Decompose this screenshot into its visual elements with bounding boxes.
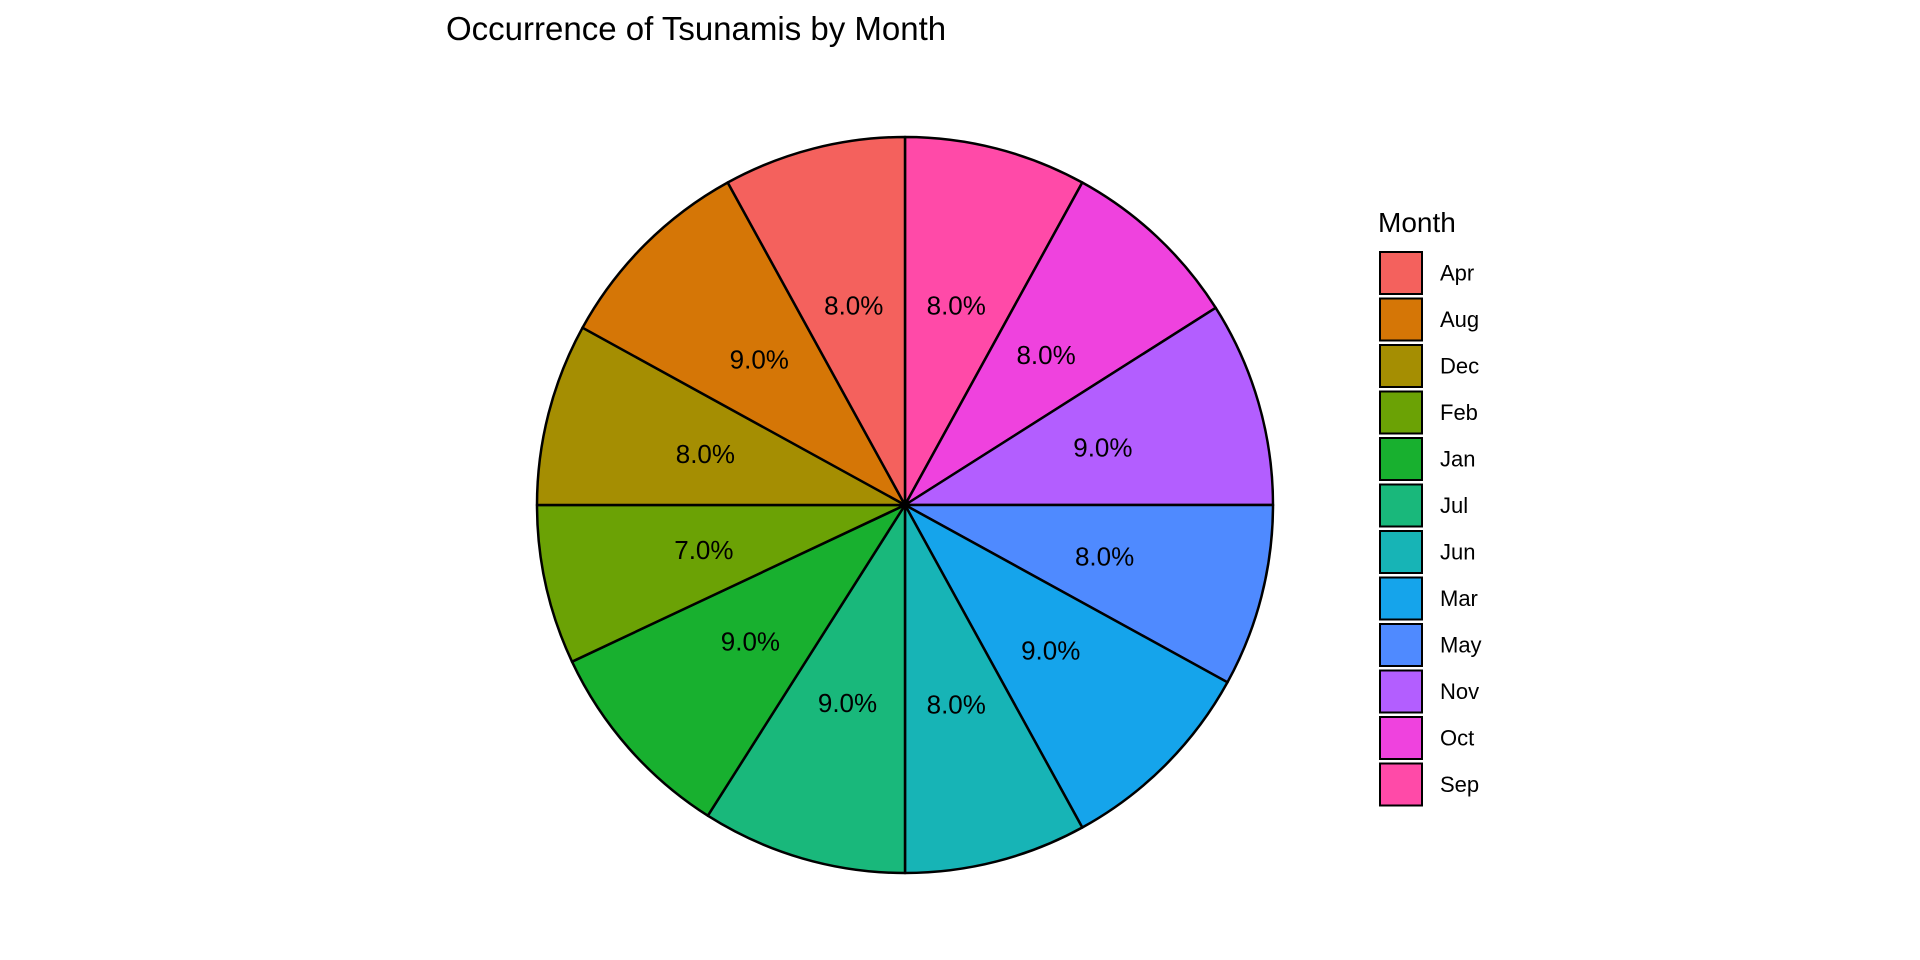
pie-slice-apr	[726, 135, 907, 507]
slice-label-jan: 9.0%	[721, 626, 780, 656]
legend-swatch-may	[1379, 623, 1423, 667]
legend-label-jun: Jun	[1440, 540, 1475, 565]
legend-swatch-feb	[1379, 390, 1423, 435]
legend-label-dec: Dec	[1440, 354, 1479, 379]
legend: Month Apr Aug Dec Feb Jan Jul Jun Mar May Nov Oct S…	[1378, 207, 1482, 807]
legend-swatch-jul	[1379, 483, 1423, 528]
legend-label-apr: Apr	[1440, 261, 1474, 286]
legend-label-may: May	[1440, 633, 1482, 658]
pie-slice-nov	[903, 306, 1275, 507]
pie-slice-aug	[581, 181, 907, 507]
pie-slices	[535, 135, 1275, 875]
legend-label-aug: Aug	[1440, 307, 1479, 332]
legend-label-jan: Jan	[1440, 447, 1475, 472]
pie-slice-feb	[535, 503, 907, 663]
slice-label-oct: 8.0%	[1016, 340, 1075, 370]
slice-label-nov: 9.0%	[1073, 433, 1132, 463]
pie-slice-jan	[570, 503, 907, 817]
slice-label-sep: 8.0%	[927, 290, 986, 320]
legend-label-jul: Jul	[1440, 493, 1468, 518]
slice-label-may: 8.0%	[1075, 541, 1134, 571]
pie-slice-jul	[706, 503, 907, 875]
slice-label-jun: 8.0%	[927, 690, 986, 720]
legend-swatch-oct	[1379, 716, 1423, 760]
slice-label-apr: 8.0%	[824, 290, 883, 320]
legend-swatch-dec	[1379, 344, 1423, 388]
chart-title: Occurrence of Tsunamis by Month	[446, 10, 946, 47]
pie-slice-sep	[903, 135, 1084, 507]
legend-label-mar: Mar	[1440, 586, 1478, 611]
legend-label-oct: Oct	[1440, 726, 1474, 751]
slice-label-dec: 8.0%	[676, 439, 735, 469]
legend-swatch-mar	[1379, 576, 1423, 621]
slice-label-jul: 9.0%	[818, 688, 877, 718]
legend-label-sep: Sep	[1440, 772, 1479, 797]
legend-swatch-aug	[1379, 297, 1423, 342]
legend-swatch-apr	[1379, 251, 1423, 295]
pie-slice-labels: 8.0% 8.0% 9.0% 8.0% 9.0% 8.0% 9.0% 9.0% 7.0% 8.0%…	[674, 290, 1134, 719]
pie-slice-mar	[903, 503, 1229, 829]
legend-swatch-jan	[1379, 437, 1423, 481]
slice-label-mar: 9.0%	[1021, 636, 1080, 666]
legend-swatch-jun	[1379, 530, 1423, 574]
slice-label-aug: 9.0%	[730, 344, 789, 374]
slice-label-feb: 7.0%	[674, 535, 733, 565]
legend-title: Month	[1378, 207, 1456, 238]
legend-items: Apr Aug Dec Feb Jan Jul Jun Mar May Nov Oct Sep	[1379, 251, 1482, 807]
legend-swatch-nov	[1379, 669, 1423, 714]
pie-slice-may	[903, 503, 1275, 684]
pie-slice-dec	[535, 326, 907, 507]
pie-slice-oct	[903, 181, 1217, 507]
legend-swatch-sep	[1379, 762, 1423, 807]
legend-label-feb: Feb	[1440, 400, 1478, 425]
pie-slice-jun	[903, 503, 1084, 875]
legend-label-nov: Nov	[1440, 679, 1479, 704]
